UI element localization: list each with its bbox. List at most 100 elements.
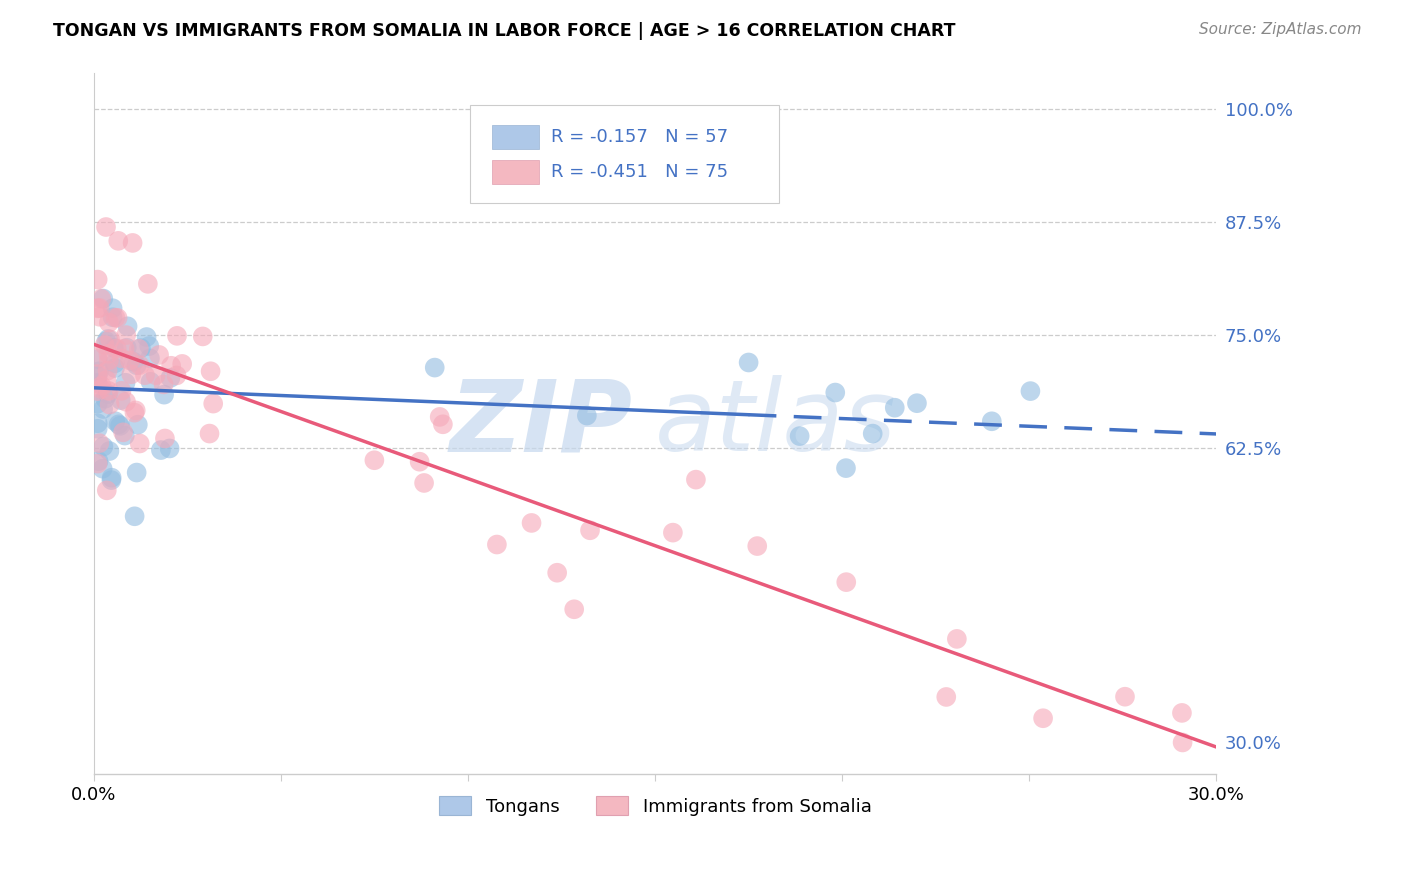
Point bbox=[101, 301, 124, 316]
Point bbox=[127, 417, 149, 432]
Point bbox=[685, 473, 707, 487]
Point bbox=[100, 473, 122, 487]
Point bbox=[98, 398, 121, 412]
Point bbox=[90, 382, 112, 396]
Point bbox=[86, 384, 108, 398]
Point bbox=[134, 368, 156, 383]
Point bbox=[575, 409, 598, 423]
Point bbox=[432, 417, 454, 432]
Point bbox=[103, 341, 125, 355]
Point bbox=[86, 376, 108, 390]
Point bbox=[90, 379, 112, 393]
Point bbox=[413, 475, 436, 490]
Point bbox=[120, 368, 142, 382]
Point bbox=[89, 436, 111, 450]
Point bbox=[98, 333, 121, 347]
Point bbox=[97, 316, 120, 330]
Point bbox=[93, 338, 115, 352]
Point bbox=[824, 385, 846, 400]
Point bbox=[100, 471, 122, 485]
Point bbox=[96, 373, 118, 387]
Point bbox=[87, 364, 110, 378]
Point bbox=[114, 342, 136, 356]
Point bbox=[105, 342, 128, 356]
Point bbox=[86, 422, 108, 436]
Point bbox=[97, 353, 120, 368]
Point bbox=[90, 292, 112, 306]
Point bbox=[125, 466, 148, 480]
Point bbox=[153, 387, 176, 401]
Text: Source: ZipAtlas.com: Source: ZipAtlas.com bbox=[1198, 22, 1361, 37]
Point bbox=[110, 393, 132, 408]
Point bbox=[408, 455, 430, 469]
Point bbox=[980, 414, 1002, 428]
Point bbox=[1114, 690, 1136, 704]
Point bbox=[166, 329, 188, 343]
Point bbox=[1171, 706, 1194, 720]
Point bbox=[107, 417, 129, 432]
Point bbox=[104, 414, 127, 428]
Point bbox=[91, 292, 114, 306]
Point bbox=[89, 301, 111, 315]
Point bbox=[139, 375, 162, 389]
Point bbox=[138, 339, 160, 353]
Point bbox=[1019, 384, 1042, 398]
Legend: Tongans, Immigrants from Somalia: Tongans, Immigrants from Somalia bbox=[430, 788, 880, 825]
Point bbox=[124, 509, 146, 524]
Point bbox=[128, 342, 150, 356]
Point bbox=[128, 436, 150, 450]
Point bbox=[429, 409, 451, 424]
Point bbox=[97, 364, 120, 378]
Y-axis label: In Labor Force | Age > 16: In Labor Force | Age > 16 bbox=[0, 318, 8, 529]
Point bbox=[905, 396, 928, 410]
Point bbox=[87, 454, 110, 468]
Point bbox=[86, 367, 108, 381]
Point bbox=[107, 310, 129, 325]
Point bbox=[97, 332, 120, 346]
Point bbox=[789, 429, 811, 443]
Point bbox=[198, 426, 221, 441]
Point bbox=[149, 443, 172, 458]
Point bbox=[104, 361, 127, 376]
Point bbox=[935, 690, 957, 704]
Point bbox=[114, 376, 136, 390]
Point bbox=[124, 406, 146, 420]
Point bbox=[118, 353, 141, 368]
Point bbox=[93, 440, 115, 454]
Point bbox=[148, 348, 170, 362]
Point bbox=[114, 428, 136, 442]
Point bbox=[94, 220, 117, 235]
Point bbox=[94, 392, 117, 406]
Point bbox=[107, 234, 129, 248]
Point bbox=[145, 368, 167, 383]
Point bbox=[125, 358, 148, 372]
Point bbox=[91, 401, 114, 416]
Point bbox=[579, 523, 602, 537]
Point bbox=[125, 403, 148, 417]
Point bbox=[862, 426, 884, 441]
Point bbox=[200, 364, 222, 378]
Point bbox=[104, 310, 127, 325]
Point bbox=[115, 341, 138, 355]
Point bbox=[159, 371, 181, 385]
Point bbox=[883, 401, 905, 415]
FancyBboxPatch shape bbox=[470, 104, 779, 202]
Point bbox=[96, 334, 118, 349]
Text: R = -0.451   N = 75: R = -0.451 N = 75 bbox=[551, 163, 728, 181]
Text: ZIP: ZIP bbox=[450, 375, 633, 472]
Point bbox=[86, 352, 108, 367]
Point bbox=[152, 377, 174, 392]
Point bbox=[946, 632, 969, 646]
Point bbox=[117, 319, 139, 334]
Point bbox=[166, 368, 188, 383]
Point bbox=[153, 432, 176, 446]
Point bbox=[104, 356, 127, 370]
Point bbox=[111, 351, 134, 366]
Text: R = -0.157   N = 57: R = -0.157 N = 57 bbox=[551, 128, 728, 145]
Point bbox=[86, 369, 108, 384]
FancyBboxPatch shape bbox=[492, 160, 540, 184]
Point bbox=[121, 235, 143, 250]
Point bbox=[159, 442, 181, 456]
Text: TONGAN VS IMMIGRANTS FROM SOMALIA IN LABOR FORCE | AGE > 16 CORRELATION CHART: TONGAN VS IMMIGRANTS FROM SOMALIA IN LAB… bbox=[53, 22, 956, 40]
Point bbox=[97, 347, 120, 361]
